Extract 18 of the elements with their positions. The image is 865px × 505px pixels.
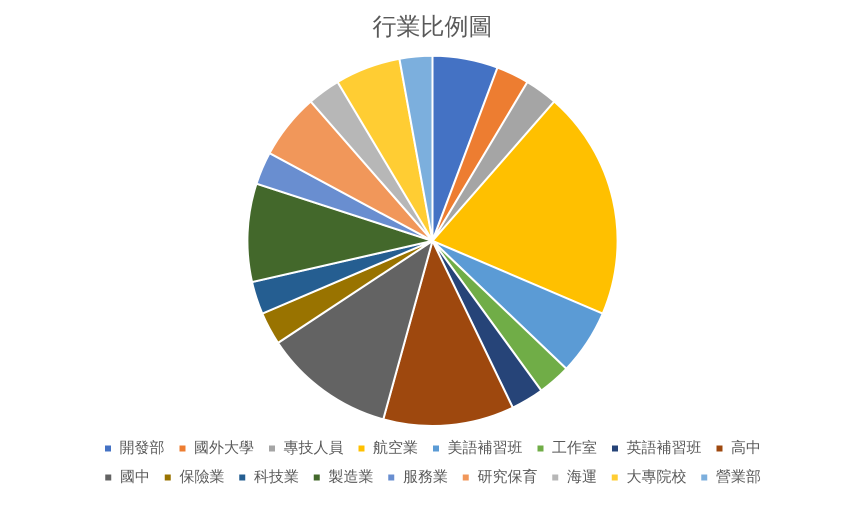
legend-label: 科技業	[254, 467, 299, 486]
legend-label: 服務業	[402, 467, 448, 486]
legend-label: 工作室	[552, 438, 597, 456]
legend-label: 製造業	[328, 467, 374, 486]
legend-label: 國外大學	[194, 438, 254, 456]
legend-label: 保險業	[179, 467, 224, 486]
legend-label: 高中	[731, 438, 761, 456]
legend-label: 大專院校	[626, 467, 686, 486]
legend-label: 航空業	[373, 438, 418, 456]
legend-label: 英語補習班	[626, 438, 702, 456]
chart-title: 行業比例圖	[372, 12, 492, 41]
legend-label: 專技人員	[284, 438, 344, 456]
legend-label: 營業部	[716, 467, 761, 486]
legend-label: 美語補習班	[448, 438, 522, 456]
legend-label: 國中	[120, 467, 150, 486]
legend-label: 海運	[566, 467, 597, 486]
legend-label: 研究保育	[477, 467, 538, 486]
legend-label: 開發部	[120, 438, 164, 456]
